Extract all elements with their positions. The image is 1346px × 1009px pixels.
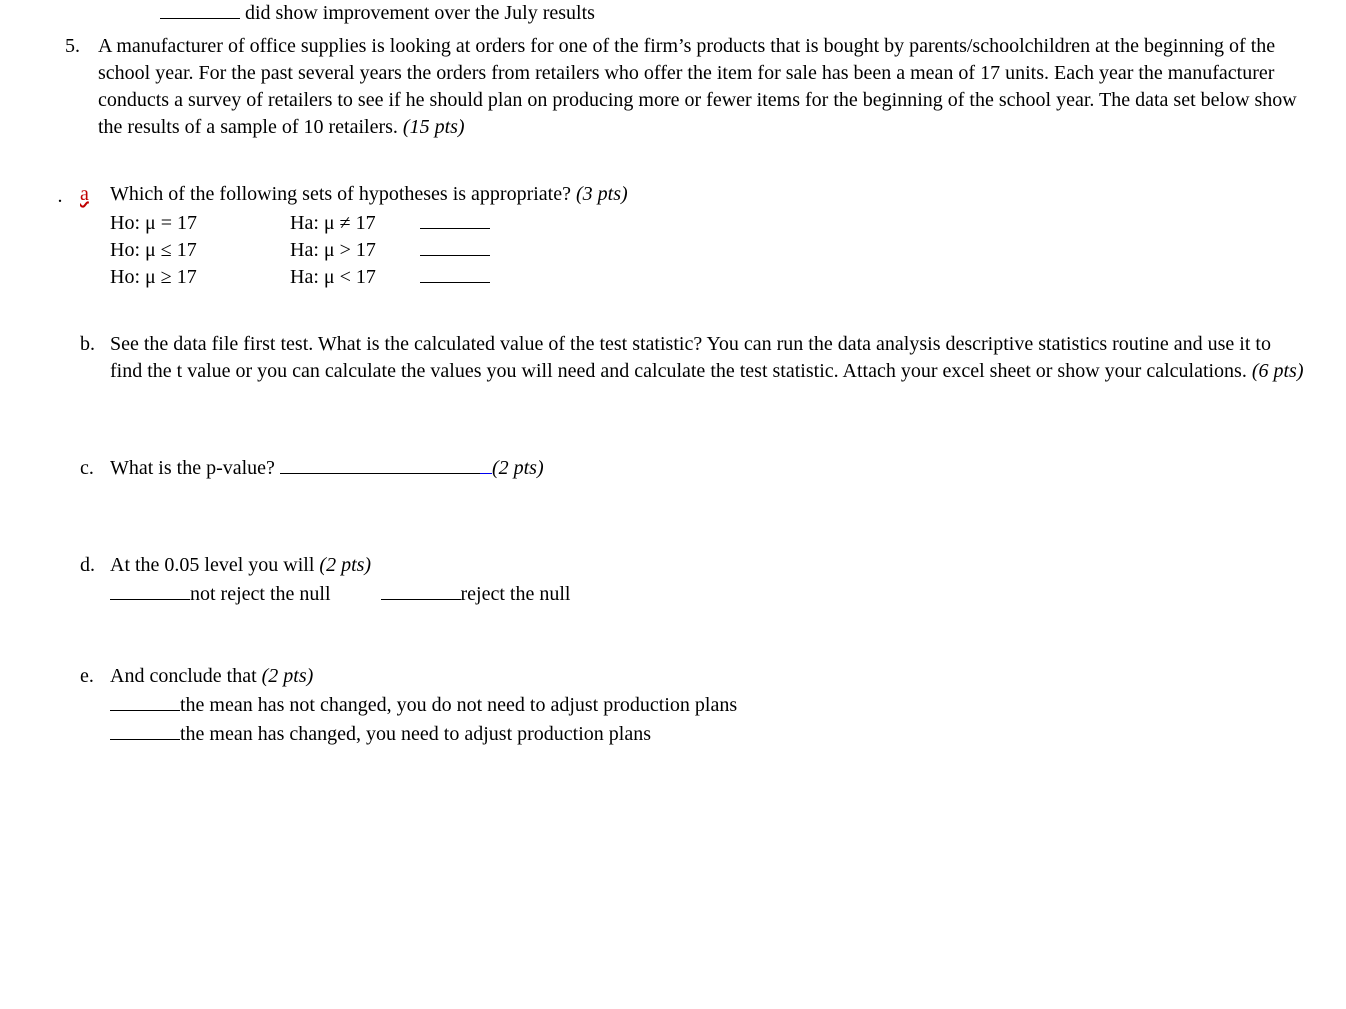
part-e: e. And conclude that (2 pts) the mean ha…	[40, 663, 1306, 748]
blank-fill[interactable]	[420, 228, 490, 229]
h0-cell: Ho: μ ≥ 17	[110, 264, 290, 291]
question-5: 5. A manufacturer of office supplies is …	[40, 33, 1306, 141]
part-letter-c: c.	[80, 455, 110, 482]
part-c-question: What is the p-value? (2 pts)	[110, 455, 1306, 482]
choice-reject: reject the null	[461, 583, 571, 605]
blank-fill[interactable]	[420, 255, 490, 256]
part-b-points: (6 pts)	[1252, 360, 1304, 382]
part-a: . a Which of the following sets of hypot…	[40, 181, 1306, 291]
part-e-choice-1: the mean has not changed, you do not nee…	[110, 692, 1306, 719]
part-d-choices: not reject the null reject the null	[110, 581, 1306, 608]
part-letter-b: b.	[80, 331, 110, 358]
part-d-question: At the 0.05 level you will (2 pts)	[110, 552, 1306, 579]
h0-cell: Ho: μ ≤ 17	[110, 237, 290, 264]
link-underline	[480, 473, 492, 474]
part-d-points: (2 pts)	[319, 554, 371, 576]
choice-changed: the mean has changed, you need to adjust…	[180, 723, 651, 745]
part-b: b. See the data file first test. What is…	[40, 331, 1306, 385]
ha-cell: Ha: μ ≠ 17	[290, 210, 420, 237]
stem-text: A manufacturer of office supplies is loo…	[98, 35, 1297, 138]
choice-not-reject: not reject the null	[190, 583, 331, 605]
prev-question-fragment: did show improvement over the July resul…	[160, 0, 1306, 27]
part-c-points: (2 pts)	[492, 457, 544, 479]
part-letter-a: a	[80, 181, 110, 208]
ha-cell: Ha: μ > 17	[290, 237, 420, 264]
hypothesis-options: Ho: μ = 17 Ha: μ ≠ 17 Ho: μ ≤ 17 Ha: μ >…	[110, 210, 1306, 291]
part-c-text: What is the p-value?	[110, 457, 280, 479]
part-e-question: And conclude that (2 pts)	[110, 663, 1306, 690]
hypothesis-row: Ho: μ ≤ 17 Ha: μ > 17	[110, 237, 1306, 264]
part-d-text: At the 0.05 level you will	[110, 554, 319, 576]
hypothesis-row: Ho: μ = 17 Ha: μ ≠ 17	[110, 210, 1306, 237]
fragment-text: did show improvement over the July resul…	[240, 2, 595, 24]
h0-cell: Ho: μ = 17	[110, 210, 290, 237]
blank-fill[interactable]	[420, 282, 490, 283]
part-e-choice-2: the mean has changed, you need to adjust…	[110, 721, 1306, 748]
part-letter-e: e.	[80, 663, 110, 690]
question-number: 5.	[40, 33, 98, 60]
hypothesis-row: Ho: μ ≥ 17 Ha: μ < 17	[110, 264, 1306, 291]
part-c: c. What is the p-value? (2 pts)	[40, 455, 1306, 482]
bullet-dot: .	[40, 181, 80, 210]
part-b-question: See the data file first test. What is th…	[110, 331, 1306, 385]
blank-fill[interactable]	[381, 599, 461, 600]
part-a-text: Which of the following sets of hypothese…	[110, 183, 576, 205]
part-letter-d: d.	[80, 552, 110, 579]
question-stem: A manufacturer of office supplies is loo…	[98, 33, 1306, 141]
part-a-points: (3 pts)	[576, 183, 628, 205]
letter-a-error: a	[80, 183, 89, 205]
blank-fill[interactable]	[280, 473, 480, 474]
blank-fill[interactable]	[110, 710, 180, 711]
blank-fill[interactable]	[160, 18, 240, 19]
blank-fill[interactable]	[110, 739, 180, 740]
choice-not-changed: the mean has not changed, you do not nee…	[180, 694, 737, 716]
part-b-text: See the data file first test. What is th…	[110, 333, 1271, 382]
part-e-points: (2 pts)	[262, 665, 314, 687]
part-e-text: And conclude that	[110, 665, 262, 687]
part-a-question: Which of the following sets of hypothese…	[110, 181, 1306, 208]
part-d: d. At the 0.05 level you will (2 pts) no…	[40, 552, 1306, 608]
ha-cell: Ha: μ < 17	[290, 264, 420, 291]
blank-fill[interactable]	[110, 599, 190, 600]
stem-points: (15 pts)	[403, 116, 465, 138]
